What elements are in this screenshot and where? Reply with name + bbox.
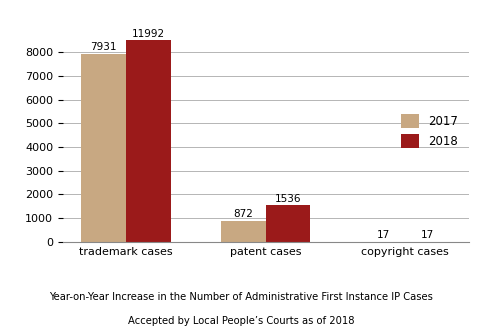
Text: 7931: 7931: [90, 42, 117, 52]
Text: Year-on-Year Increase in the Number of Administrative First Instance IP Cases: Year-on-Year Increase in the Number of A…: [50, 292, 433, 302]
Text: 1536: 1536: [275, 194, 301, 204]
Text: 17: 17: [376, 229, 390, 240]
Text: 17: 17: [421, 229, 434, 240]
Legend: 2017, 2018: 2017, 2018: [396, 109, 463, 153]
Bar: [126, 0, 170, 242]
Bar: [81, 54, 126, 242]
Bar: [266, 206, 311, 242]
Text: 11992: 11992: [132, 29, 165, 39]
Text: Accepted by Local People’s Courts as of 2018: Accepted by Local People’s Courts as of …: [128, 316, 355, 326]
Bar: [221, 221, 266, 242]
Text: 872: 872: [233, 209, 253, 219]
